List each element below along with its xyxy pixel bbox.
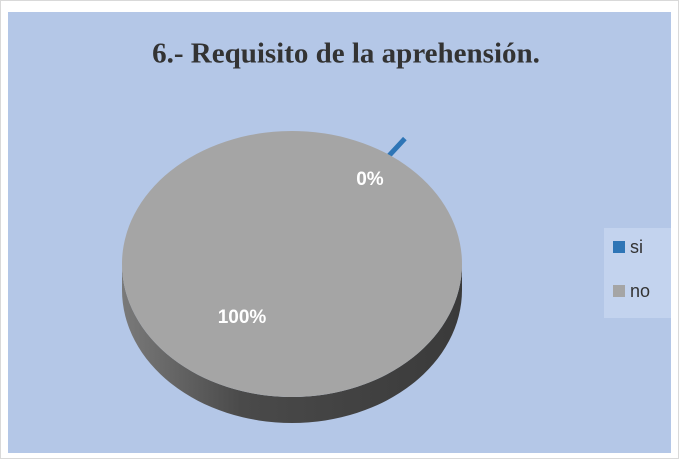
legend-label: no [630,281,650,301]
slice [122,131,463,398]
legend-label: si [630,237,643,257]
data-label: 0% [356,169,384,190]
data-label: 100% [218,307,267,328]
legend-swatch [613,241,625,253]
legend-swatch [613,285,625,297]
slice-side [122,264,462,423]
chart-title: 6.- Requisito de la aprehensión. [152,38,540,70]
